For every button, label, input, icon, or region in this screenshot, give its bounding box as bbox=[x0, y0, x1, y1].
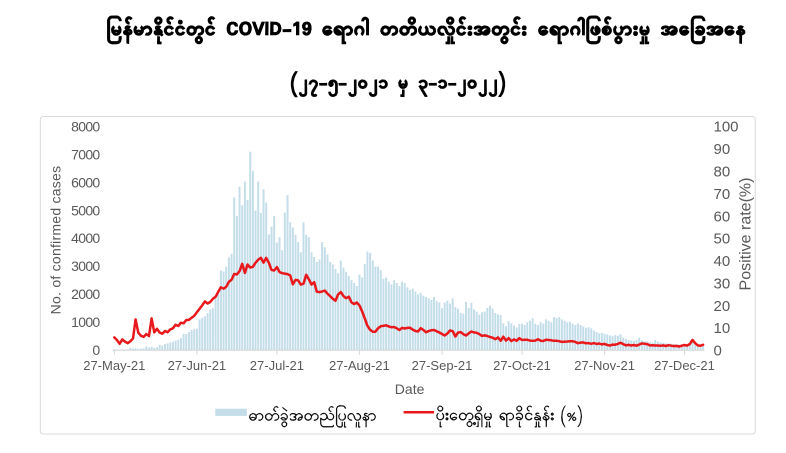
svg-text:7000: 7000 bbox=[71, 146, 100, 162]
svg-text:Date: Date bbox=[395, 381, 425, 397]
svg-text:27-Aug-21: 27-Aug-21 bbox=[329, 358, 390, 373]
svg-text:40: 40 bbox=[714, 253, 731, 270]
svg-text:80: 80 bbox=[714, 164, 731, 181]
svg-text:27-Jul-21: 27-Jul-21 bbox=[250, 358, 304, 373]
svg-text:100: 100 bbox=[714, 119, 739, 136]
svg-text:27-Sep-21: 27-Sep-21 bbox=[412, 358, 473, 373]
svg-text:27-Oct-21: 27-Oct-21 bbox=[493, 358, 551, 373]
svg-text:27-Dec-21: 27-Dec-21 bbox=[654, 358, 715, 373]
svg-text:5000: 5000 bbox=[71, 202, 100, 218]
svg-text:8000: 8000 bbox=[71, 118, 100, 134]
svg-text:27-May-21: 27-May-21 bbox=[83, 358, 145, 373]
svg-text:50: 50 bbox=[714, 231, 731, 248]
svg-text:20: 20 bbox=[714, 298, 731, 315]
svg-text:2000: 2000 bbox=[71, 286, 100, 302]
svg-text:90: 90 bbox=[714, 141, 731, 158]
svg-text:27-Jun-21: 27-Jun-21 bbox=[168, 358, 227, 373]
svg-text:60: 60 bbox=[714, 208, 731, 225]
svg-text:4000: 4000 bbox=[71, 230, 100, 246]
svg-text:30: 30 bbox=[714, 275, 731, 292]
svg-text:1000: 1000 bbox=[71, 314, 100, 330]
svg-text:10: 10 bbox=[714, 320, 731, 337]
svg-text:27-Nov-21: 27-Nov-21 bbox=[574, 358, 635, 373]
svg-text:70: 70 bbox=[714, 186, 731, 203]
svg-text:No. of confirmed cases: No. of confirmed cases bbox=[48, 166, 64, 315]
svg-text:Positive rate(%): Positive rate(%) bbox=[738, 178, 755, 291]
svg-text:6000: 6000 bbox=[71, 174, 100, 190]
svg-text:3000: 3000 bbox=[71, 258, 100, 274]
svg-text:0: 0 bbox=[714, 343, 722, 360]
svg-text:0: 0 bbox=[92, 342, 100, 358]
